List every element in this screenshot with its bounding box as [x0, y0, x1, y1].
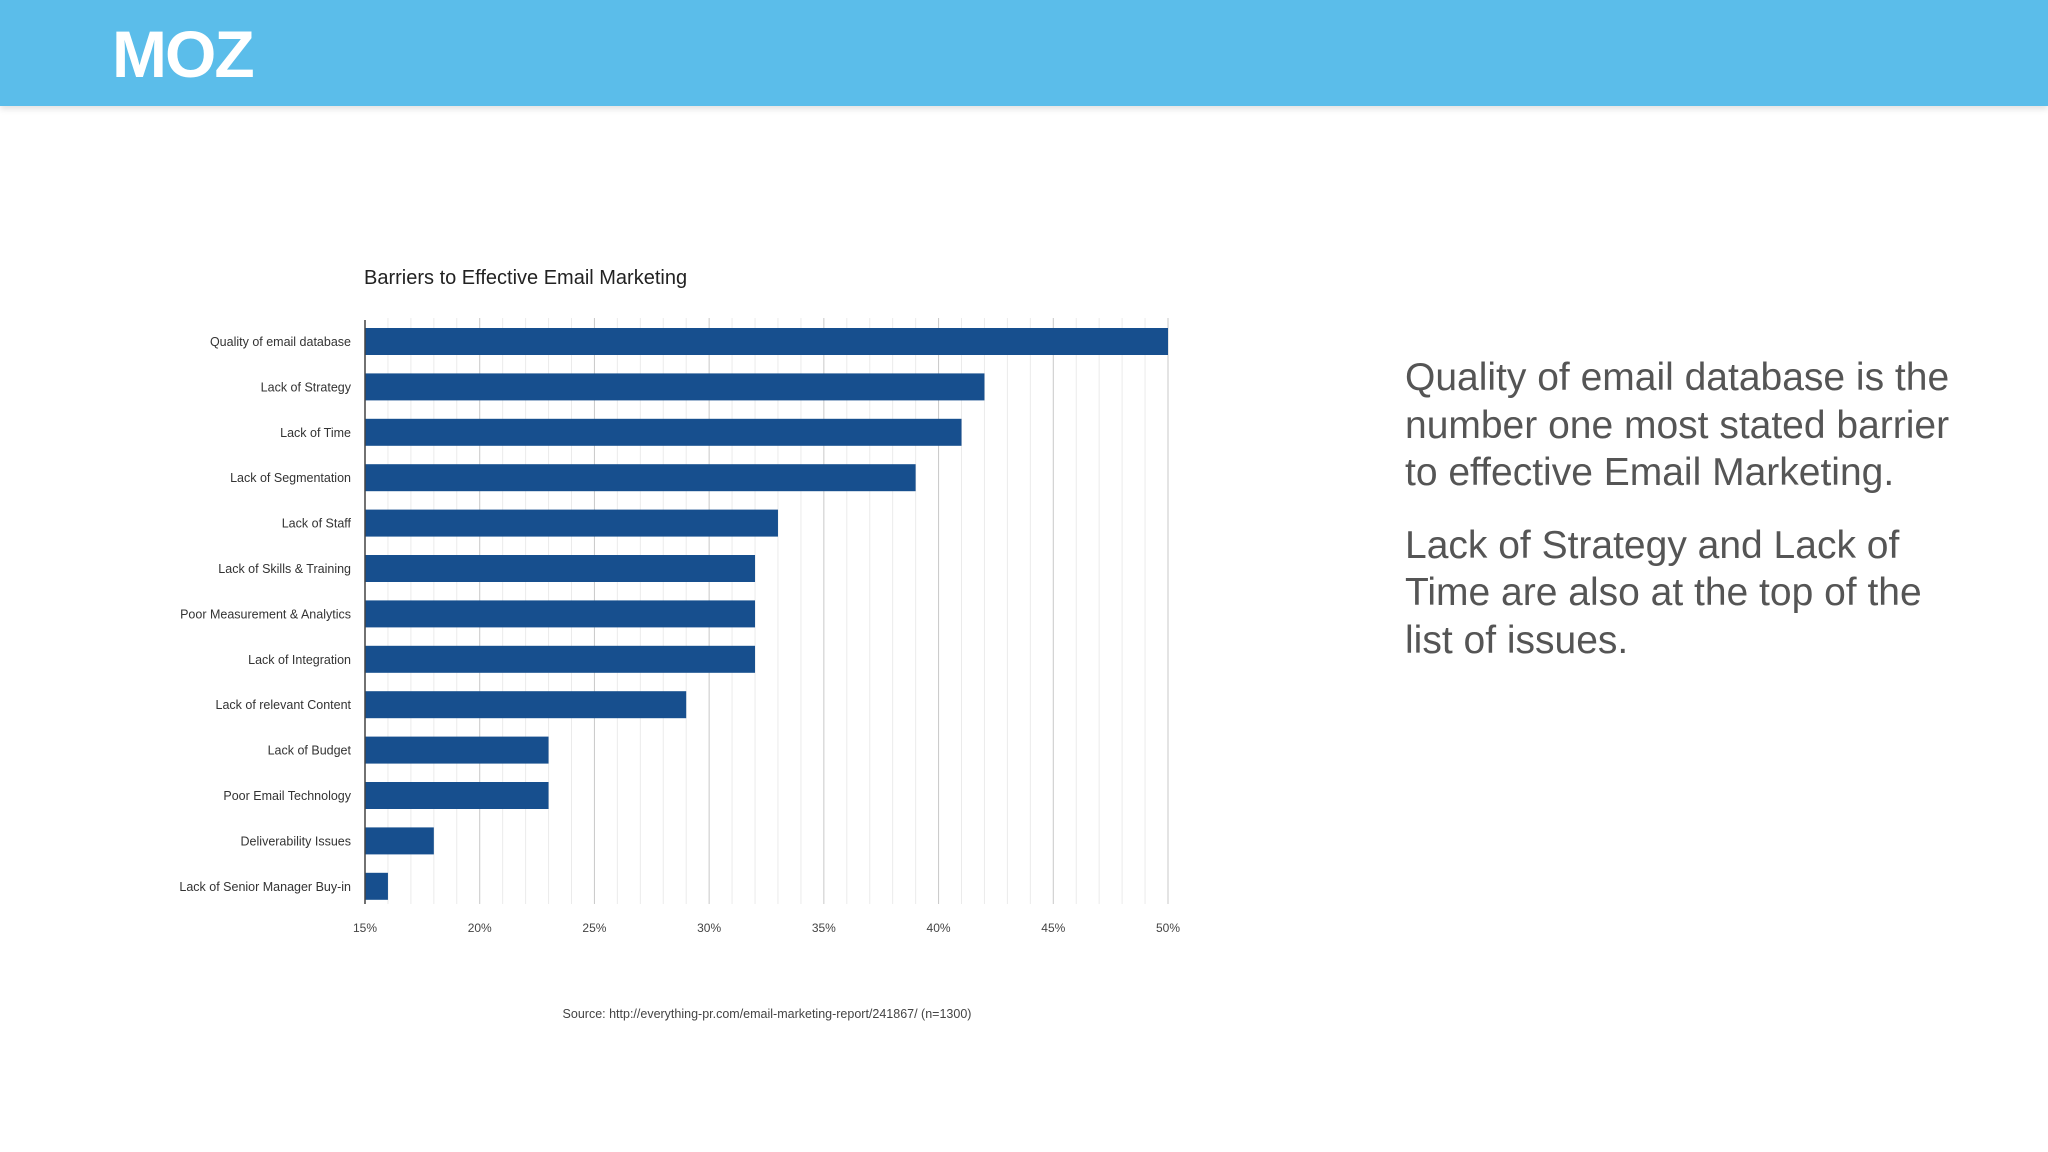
x-tick-label: 15%: [353, 921, 377, 935]
x-tick-label: 30%: [697, 921, 721, 935]
category-label: Lack of Integration: [248, 653, 351, 667]
category-label: Lack of Budget: [268, 744, 352, 758]
bar: [365, 736, 549, 764]
top-banner: MOZ: [0, 0, 2048, 106]
moz-logo: MOZ: [112, 17, 255, 91]
bar: [365, 645, 756, 673]
category-label: Poor Email Technology: [223, 789, 351, 803]
x-tick-label: 20%: [468, 921, 492, 935]
category-label: Quality of email database: [210, 335, 351, 349]
commentary-text: Quality of email database is the number …: [1405, 354, 1965, 689]
commentary-paragraph-2: Lack of Strategy and Lack of Time are al…: [1405, 523, 1922, 662]
chart-source: Source: http://everything-pr.com/email-m…: [563, 1007, 972, 1021]
bar: [365, 555, 756, 582]
x-tick-label: 25%: [582, 921, 606, 935]
bar: [365, 418, 962, 446]
category-label: Deliverability Issues: [241, 834, 351, 848]
x-tick-label: 50%: [1156, 921, 1180, 935]
category-label: Lack of Strategy: [261, 380, 352, 394]
bar: [365, 600, 756, 628]
category-label: Poor Measurement & Analytics: [180, 607, 351, 621]
bar: [365, 872, 388, 900]
commentary-paragraph-1: Quality of email database is the number …: [1405, 356, 1950, 494]
category-label: Lack of Segmentation: [230, 471, 351, 485]
bar-chart: Barriers to Effective Email Marketing Qu…: [179, 267, 1180, 1021]
bar: [365, 691, 687, 719]
category-label: Lack of Staff: [282, 517, 352, 531]
bar: [365, 827, 434, 855]
x-tick-label: 45%: [1041, 921, 1065, 935]
category-labels: Quality of email database Lack of Strateg…: [179, 335, 351, 894]
x-tick-label: 40%: [927, 921, 951, 935]
chart-title: Barriers to Effective Email Marketing: [364, 267, 687, 289]
category-label: Lack of Skills & Training: [218, 562, 351, 576]
bar: [365, 373, 985, 401]
category-label: Lack of Senior Manager Buy-in: [179, 880, 351, 894]
bar: [365, 328, 1168, 355]
bar: [365, 509, 778, 537]
bar: [365, 464, 916, 492]
category-label: Lack of Time: [280, 426, 351, 440]
chart-bars: [365, 328, 1168, 900]
bar: [365, 782, 549, 809]
x-tick-label: 35%: [812, 921, 836, 935]
category-label: Lack of relevant Content: [216, 698, 352, 712]
x-axis-ticks: 15% 20% 25% 30% 35% 40% 45% 50%: [353, 921, 1180, 935]
